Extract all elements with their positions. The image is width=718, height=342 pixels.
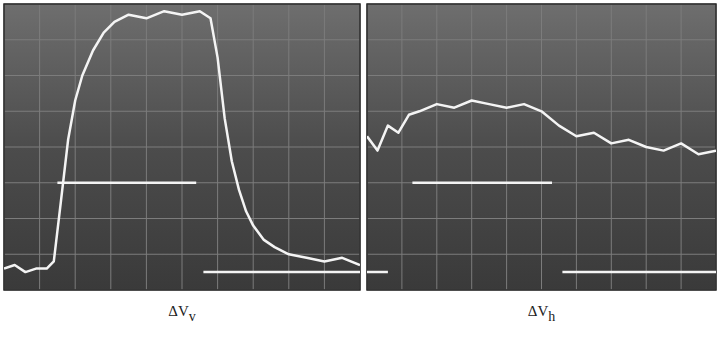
grid-line — [367, 75, 716, 76]
trace — [4, 11, 360, 272]
grid-line — [367, 254, 716, 255]
scope-panel — [367, 4, 716, 290]
trace — [57, 183, 360, 272]
trace — [367, 183, 716, 272]
trace — [367, 101, 716, 155]
plot-area — [367, 101, 716, 273]
panel-label: ΔVh — [528, 303, 555, 324]
grid-line — [4, 111, 360, 112]
screen — [367, 4, 716, 290]
grid-line — [4, 218, 360, 219]
figure: ΔVv ΔVh — [0, 0, 718, 342]
grid-line — [4, 75, 360, 76]
grid-line — [4, 147, 360, 148]
grid-line — [367, 147, 716, 148]
grid-line — [4, 254, 360, 255]
plot-area — [4, 11, 360, 272]
frame — [367, 4, 716, 290]
grid-line — [4, 39, 360, 40]
frame — [4, 4, 360, 290]
panel-label: ΔVv — [168, 303, 195, 324]
scope-panel — [4, 4, 360, 290]
grid-line — [367, 218, 716, 219]
screen — [4, 4, 360, 290]
grid-line — [367, 39, 716, 40]
